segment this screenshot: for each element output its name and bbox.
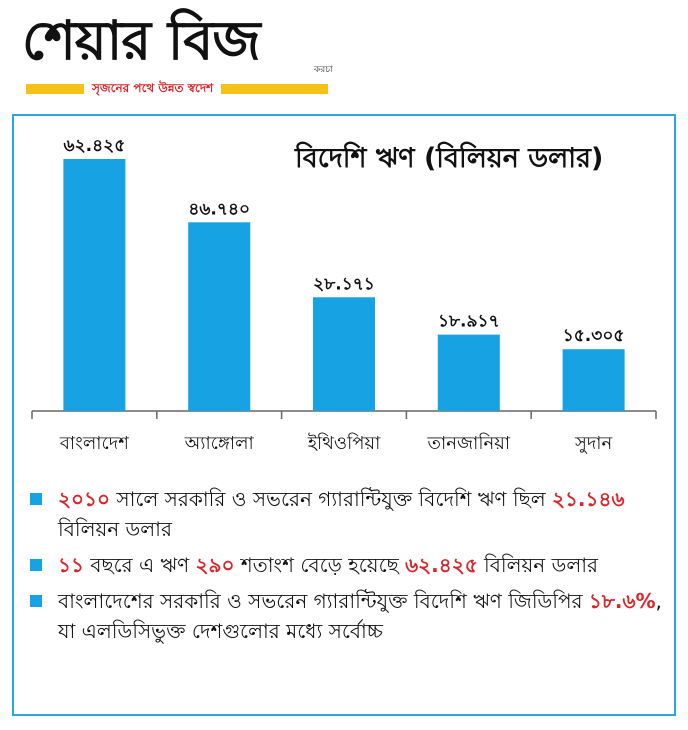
note-item: ১১ বছরে এ ঋণ ২৯০ শতাংশ বেড়ে হয়েছে ৬২.৪… (30, 550, 670, 580)
bar (63, 159, 126, 411)
bullet-square-icon (30, 595, 42, 607)
bar-value-label: ১৮.৯১৭ (438, 312, 500, 332)
brand-logo: শেয়ার বিজ করচা সৃজনের পথে উন্নত স্বদেশ (22, 9, 333, 100)
notes-list: ২০১০ সালে সরকারি ও সভরেন গ্যারান্টিযুক্ত… (30, 484, 670, 652)
note-highlight: ২১.১৪৬ (551, 487, 625, 511)
brand-slogan: সৃজনের পথে উন্নত স্বদেশ (84, 79, 222, 97)
bar-value-label: ৬২.৪২৫ (64, 136, 126, 156)
category-label: তানজানিয়া (427, 433, 511, 454)
bar (562, 349, 625, 411)
bar (313, 297, 375, 411)
note-text: সালে সরকারি ও সভরেন গ্যারান্টিযুক্ত বিদে… (110, 487, 552, 511)
bullet-square-icon (30, 493, 42, 505)
note-text: শতাংশ বেড়ে হয়েছে (234, 553, 406, 577)
bar-value-label: ১৫.৩০৫ (563, 326, 625, 346)
note-text: বিলিয়ন ডলার (58, 517, 172, 541)
bullet-square-icon (30, 559, 42, 571)
category-label: ইথিওপিয়া (307, 433, 381, 454)
note-highlight: ৬২.৪২৫ (405, 553, 478, 577)
note-item: বাংলাদেশের সরকারি ও সভরেন গ্যারান্টিযুক্… (30, 586, 670, 646)
brand-tag: করচা (314, 65, 333, 75)
brand-bar: সৃজনের পথে উন্নত স্বদেশ (26, 78, 328, 97)
note-text: বছরে এ ঋণ (83, 553, 196, 577)
bar-value-label: ২৮.১৭১ (313, 274, 375, 294)
note-text: বিলিয়ন ডলার (477, 553, 599, 577)
bar-value-label: ৪৬.৭৪০ (188, 199, 250, 219)
note-item: ২০১০ সালে সরকারি ও সভরেন গ্যারান্টিযুক্ত… (30, 484, 670, 544)
category-label: অ্যাঙ্গোলা (184, 433, 255, 454)
note-text: বাংলাদেশের সরকারি ও সভরেন গ্যারান্টিযুক্… (58, 589, 589, 613)
note-text: , যা এলডিসিভুক্ত দেশগুলোর মধ্যে সর্বোচ্চ (58, 589, 662, 643)
category-label: বাংলাদেশ (59, 433, 129, 454)
chart-title: বিদেশি ঋণ (বিলিয়ন ডলার) (295, 143, 604, 174)
bar (437, 334, 500, 411)
category-label: সুদান (574, 433, 613, 454)
note-highlight: ১১ (58, 553, 84, 577)
note-highlight: ২৯০ (195, 553, 235, 577)
note-highlight: ২০১০ (58, 487, 110, 511)
bar (188, 222, 251, 411)
chart-panel (12, 114, 676, 716)
brand-name: শেয়ার বিজ (22, 9, 261, 72)
note-highlight: ১৮.৬% (588, 589, 656, 613)
